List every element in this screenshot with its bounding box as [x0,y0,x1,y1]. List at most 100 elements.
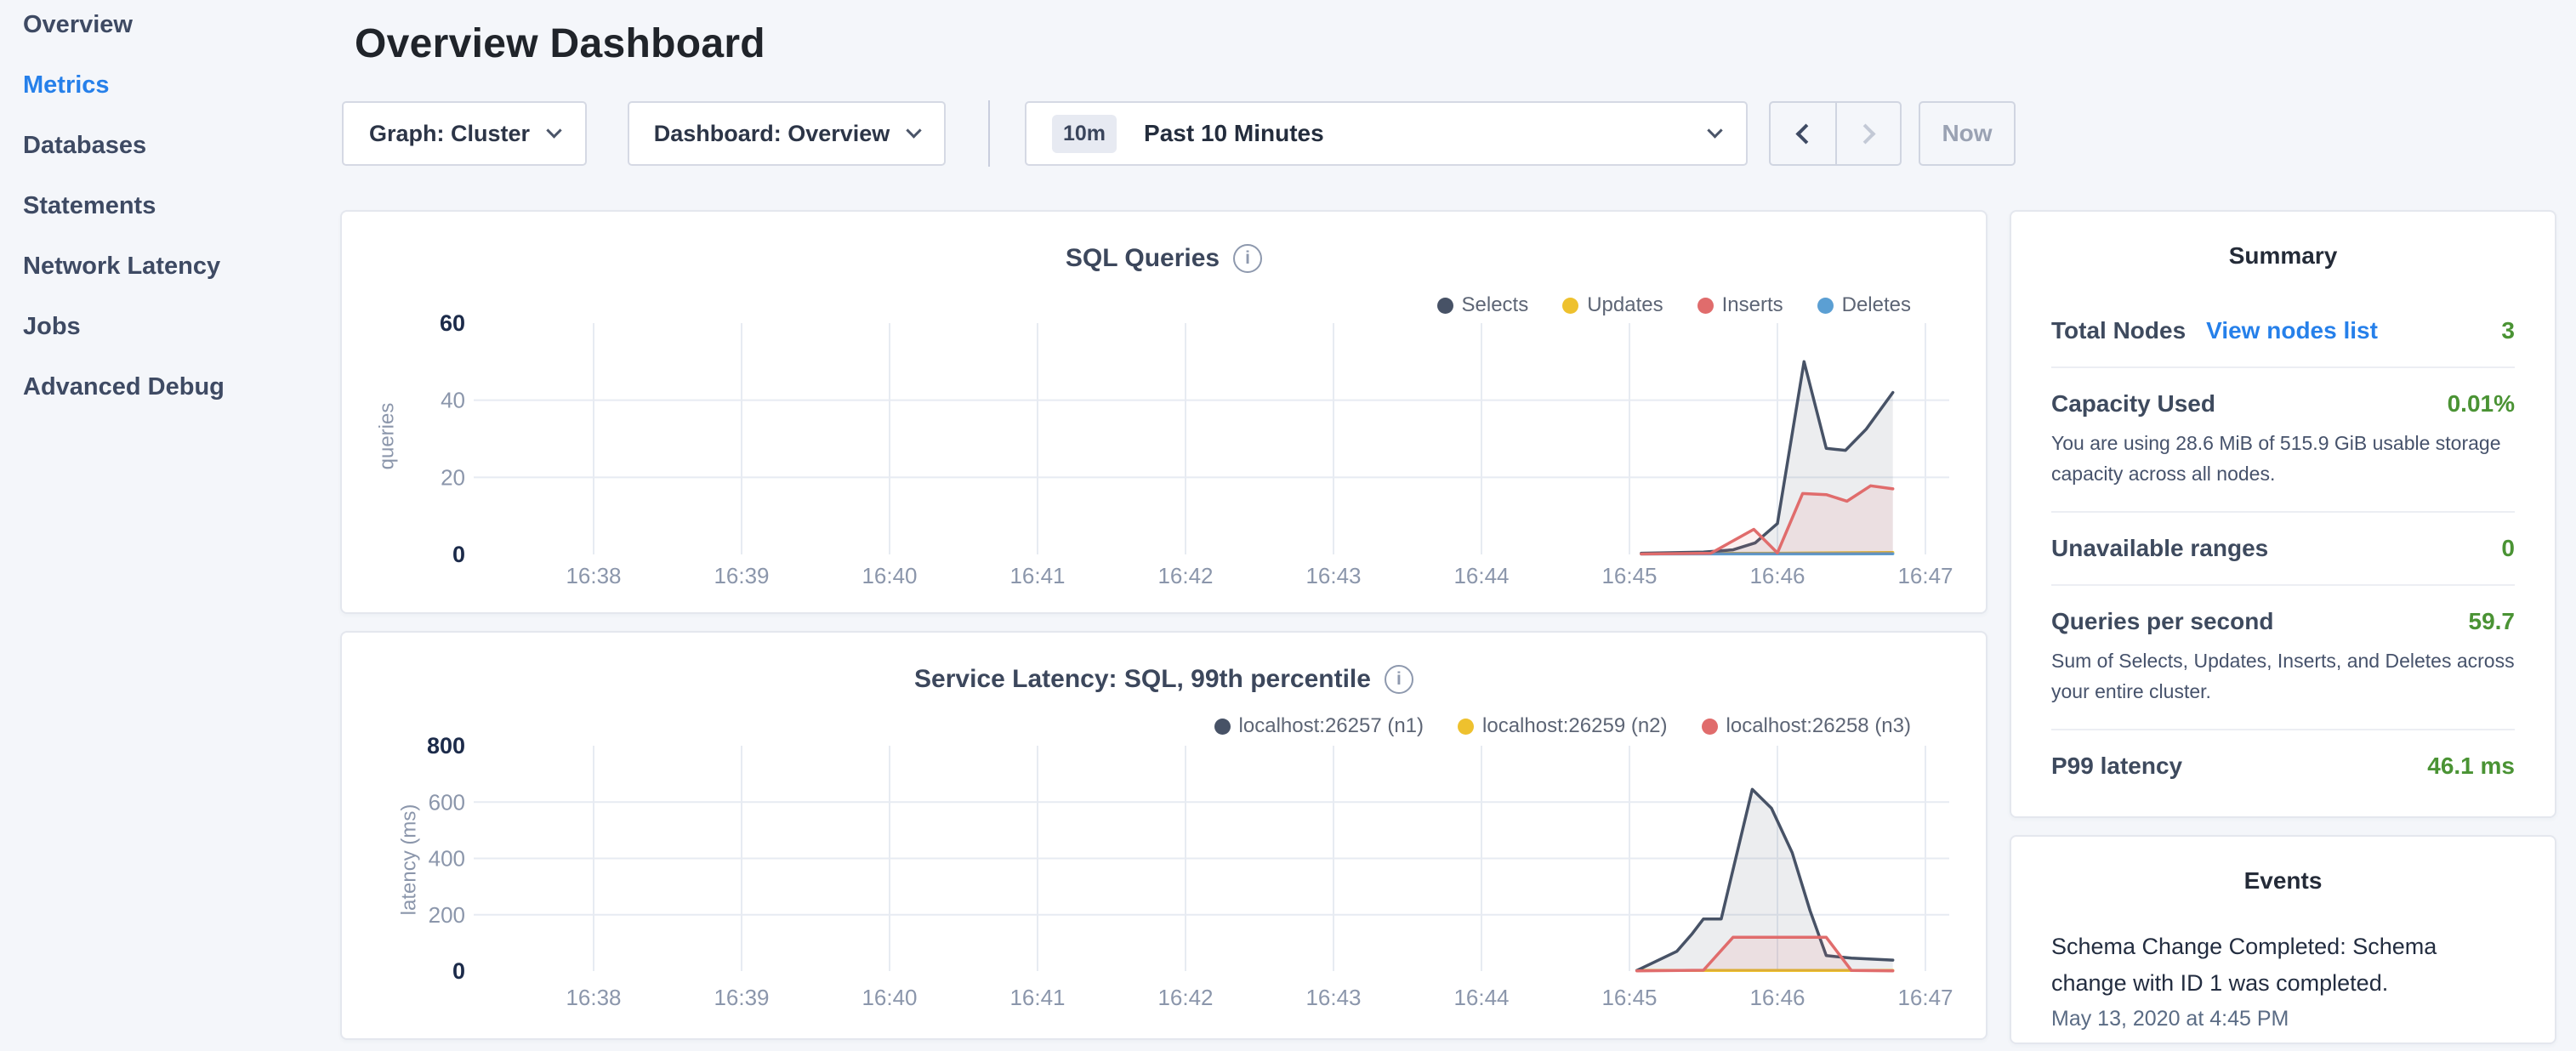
sidebar-item-databases[interactable]: Databases [23,116,332,176]
sidebar-item-statements[interactable]: Statements [23,176,332,236]
stat-capacity-used: Capacity Used 0.01% You are using 28.6 M… [2051,368,2515,513]
svg-text:16:43: 16:43 [1305,563,1361,588]
info-icon[interactable]: i [1233,244,1262,273]
legend-item[interactable]: Updates [1562,293,1663,317]
svg-text:16:41: 16:41 [1009,985,1065,1010]
legend-label: Deletes [1842,293,1911,317]
svg-text:16:47: 16:47 [1897,985,1953,1010]
page-title: Overview Dashboard [355,20,2576,67]
svg-text:16:40: 16:40 [862,563,917,588]
y-axis-title: latency (ms) [397,804,420,915]
sidebar-item-network-latency[interactable]: Network Latency [23,236,332,297]
chevron-down-icon [1707,122,1722,138]
dashboard-selector-label: Dashboard: Overview [654,121,890,147]
chart-title-row: SQL Queries i [342,244,1986,273]
legend-item[interactable]: Deletes [1817,293,1911,317]
graph-selector-dropdown[interactable]: Graph: Cluster [342,101,587,166]
y-axis-title-wrap: queries [375,402,399,469]
sidebar-item-advanced-debug[interactable]: Advanced Debug [23,357,332,418]
event-timestamp: May 13, 2020 at 4:45 PM [2051,1007,2515,1031]
svg-text:16:43: 16:43 [1305,985,1361,1010]
stat-value: 3 [2501,317,2515,344]
chart-legend: localhost:26257 (n1) localhost:26259 (n2)… [1214,714,1911,738]
svg-text:16:46: 16:46 [1749,563,1805,588]
toolbar-divider [988,100,990,167]
legend-item[interactable]: localhost:26259 (n2) [1458,714,1667,738]
sidebar-item-jobs[interactable]: Jobs [23,297,332,357]
graph-selector-label: Graph: Cluster [369,121,530,147]
chart-legend: Selects Updates Inserts Deletes [1437,293,1912,317]
svg-text:0: 0 [452,542,465,567]
legend-label: localhost:26258 (n3) [1726,714,1911,738]
view-nodes-list-link[interactable]: View nodes list [2206,317,2378,344]
y-axis-title-wrap: latency (ms) [397,804,421,915]
events-title: Events [2051,867,2515,895]
svg-text:16:44: 16:44 [1453,563,1509,588]
summary-panel: Summary Total Nodes View nodes list 3 Ca… [2010,210,2556,818]
legend-label: localhost:26259 (n2) [1482,714,1667,738]
stat-value: 0.01% [2448,390,2515,418]
legend-dot-icon [1214,719,1231,735]
stat-label: Capacity Used [2051,390,2215,418]
legend-item[interactable]: Selects [1437,293,1529,317]
svg-text:16:39: 16:39 [714,563,769,588]
sql-queries-chart-card: 16:3816:3916:4016:4116:4216:4316:4416:45… [340,210,1987,614]
svg-text:16:47: 16:47 [1897,563,1953,588]
svg-text:16:38: 16:38 [566,985,621,1010]
legend-item[interactable]: localhost:26257 (n1) [1214,714,1424,738]
now-button[interactable]: Now [1919,101,2016,166]
info-icon[interactable]: i [1385,665,1413,694]
svg-text:40: 40 [441,388,465,413]
stat-label: P99 latency [2051,753,2182,780]
toolbar: Graph: Cluster Dashboard: Overview 10m P… [342,101,2576,166]
stat-value: 0 [2501,535,2515,562]
stat-label: Queries per second [2051,608,2273,635]
summary-title: Summary [2051,242,2515,270]
dashboard-content: 16:3816:3916:4016:4116:4216:4316:4416:45… [340,210,2576,1044]
svg-text:200: 200 [429,902,465,928]
svg-text:600: 600 [429,789,465,815]
sidebar-item-overview[interactable]: Overview [23,0,332,55]
legend-item[interactable]: localhost:26258 (n3) [1702,714,1911,738]
svg-text:16:45: 16:45 [1601,563,1657,588]
legend-dot-icon [1697,298,1714,314]
stat-description: You are using 28.6 MiB of 515.9 GiB usab… [2051,428,2515,489]
sidebar: Overview Metrics Databases Statements Ne… [0,0,332,1051]
stat-p99-latency: P99 latency 46.1 ms [2051,730,2515,802]
stat-label: Total Nodes [2051,317,2186,344]
svg-text:400: 400 [429,846,465,872]
charts-column: 16:3816:3916:4016:4116:4216:4316:4416:45… [340,210,1987,1044]
service-latency-chart-card: 16:3816:3916:4016:4116:4216:4316:4416:45… [340,631,1987,1040]
time-step-buttons [1769,101,1902,166]
svg-text:16:38: 16:38 [566,563,621,588]
chevron-down-icon [546,122,561,138]
chevron-right-icon [1855,123,1875,144]
summary-body: Total Nodes View nodes list 3 Capacity U… [2051,295,2515,802]
svg-text:16:40: 16:40 [862,985,917,1010]
svg-text:16:41: 16:41 [1009,563,1065,588]
time-step-back-button[interactable] [1771,103,1835,164]
svg-text:16:44: 16:44 [1453,985,1509,1010]
stat-value: 59.7 [2469,608,2516,635]
right-column: Summary Total Nodes View nodes list 3 Ca… [2010,210,2556,1044]
sidebar-nav: Overview Metrics Databases Statements Ne… [23,0,332,418]
sidebar-item-metrics[interactable]: Metrics [23,55,332,116]
event-text: Schema Change Completed: Schema change w… [2051,929,2447,1002]
stat-label: Unavailable ranges [2051,535,2268,562]
legend-dot-icon [1702,719,1718,735]
svg-text:20: 20 [441,464,465,490]
time-step-forward-button[interactable] [1835,103,1900,164]
svg-text:800: 800 [427,733,465,758]
dashboard-selector-dropdown[interactable]: Dashboard: Overview [628,101,946,166]
stat-value: 46.1 ms [2427,753,2515,780]
legend-label: Selects [1462,293,1529,317]
time-range-badge: 10m [1052,115,1117,153]
main-content: Overview Dashboard Graph: Cluster Dashbo… [332,0,2576,1051]
legend-dot-icon [1458,719,1474,735]
event-list-item[interactable]: Schema Change Completed: Schema change w… [2051,929,2515,1031]
time-range-label: Past 10 Minutes [1144,120,1324,147]
legend-item[interactable]: Inserts [1697,293,1783,317]
time-range-dropdown[interactable]: 10m Past 10 Minutes [1025,101,1748,166]
stat-description: Sum of Selects, Updates, Inserts, and De… [2051,645,2515,707]
legend-dot-icon [1437,298,1453,314]
